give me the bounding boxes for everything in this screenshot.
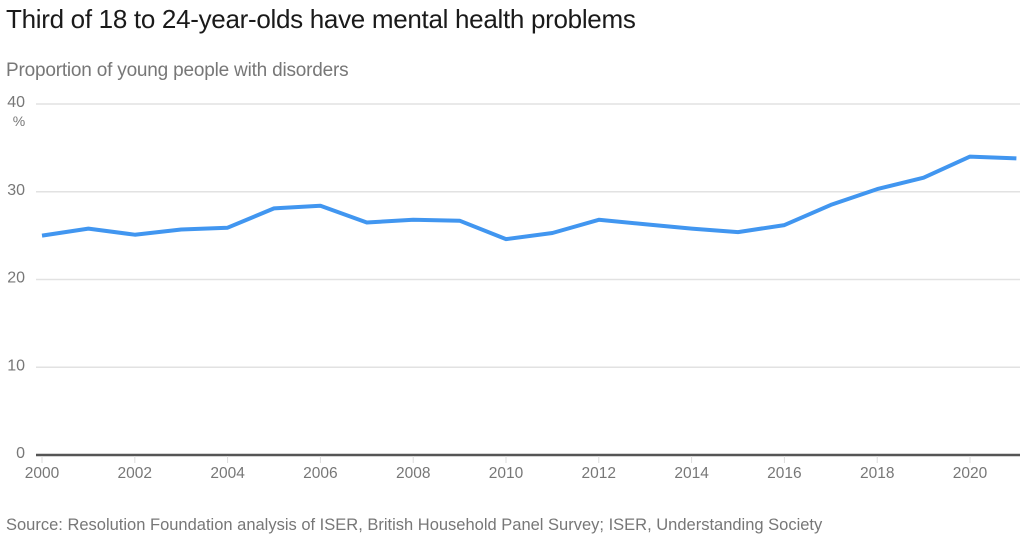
y-tick-label: 0 xyxy=(16,445,25,462)
gridlines xyxy=(36,103,1020,457)
y-tick-label: 30 xyxy=(7,182,25,199)
x-tick-label: 2006 xyxy=(303,465,337,482)
x-tick-label: 2000 xyxy=(25,465,60,482)
y-tick-label: 40 xyxy=(7,94,25,111)
source-note: Source: Resolution Foundation analysis o… xyxy=(6,516,823,534)
x-axis-ticks: 2000 2002 2004 2006 2008 2010 2012 2014 2016 2018… xyxy=(25,456,988,482)
y-tick-label: 10 xyxy=(7,357,25,374)
series-line xyxy=(41,154,1017,242)
x-tick-label: 2010 xyxy=(489,465,524,482)
y-tick-label: 20 xyxy=(7,270,25,287)
chart-subtitle: Proportion of young people with disorder… xyxy=(6,60,349,81)
x-tick-label: 2020 xyxy=(953,465,988,482)
x-tick-label: 2004 xyxy=(210,465,245,482)
x-tick-label: 2002 xyxy=(118,465,152,482)
x-tick-label: 2016 xyxy=(767,465,801,482)
x-tick-label: 2012 xyxy=(582,465,616,482)
chart-title: Third of 18 to 24-year-olds have mental … xyxy=(6,4,636,34)
x-tick-label: 2008 xyxy=(396,465,430,482)
series-group xyxy=(41,154,1017,242)
y-axis-ticks: 0 10 20 30 40 xyxy=(7,94,25,462)
x-tick-label: 2014 xyxy=(674,465,709,482)
y-axis-unit: % xyxy=(13,113,25,129)
x-tick-label: 2018 xyxy=(860,465,894,482)
